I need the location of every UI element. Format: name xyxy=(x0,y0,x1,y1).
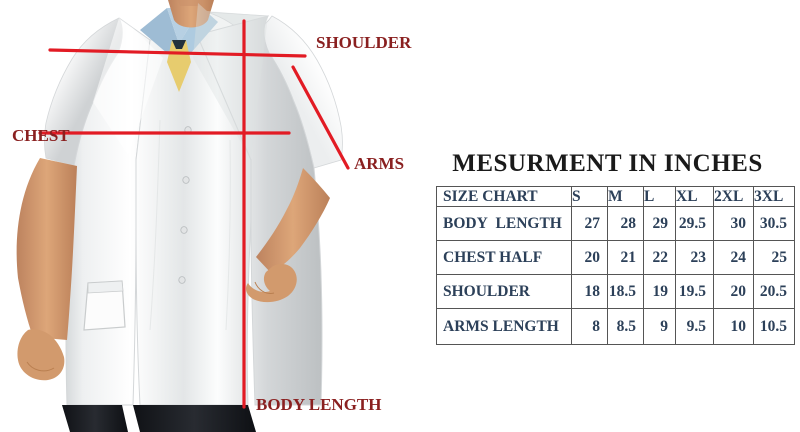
svg-text:BODY LENGTH: BODY LENGTH xyxy=(256,395,381,414)
svg-text:ARMS: ARMS xyxy=(354,154,404,173)
svg-text:CHEST: CHEST xyxy=(12,126,70,145)
svg-text:SHOULDER: SHOULDER xyxy=(316,33,412,52)
